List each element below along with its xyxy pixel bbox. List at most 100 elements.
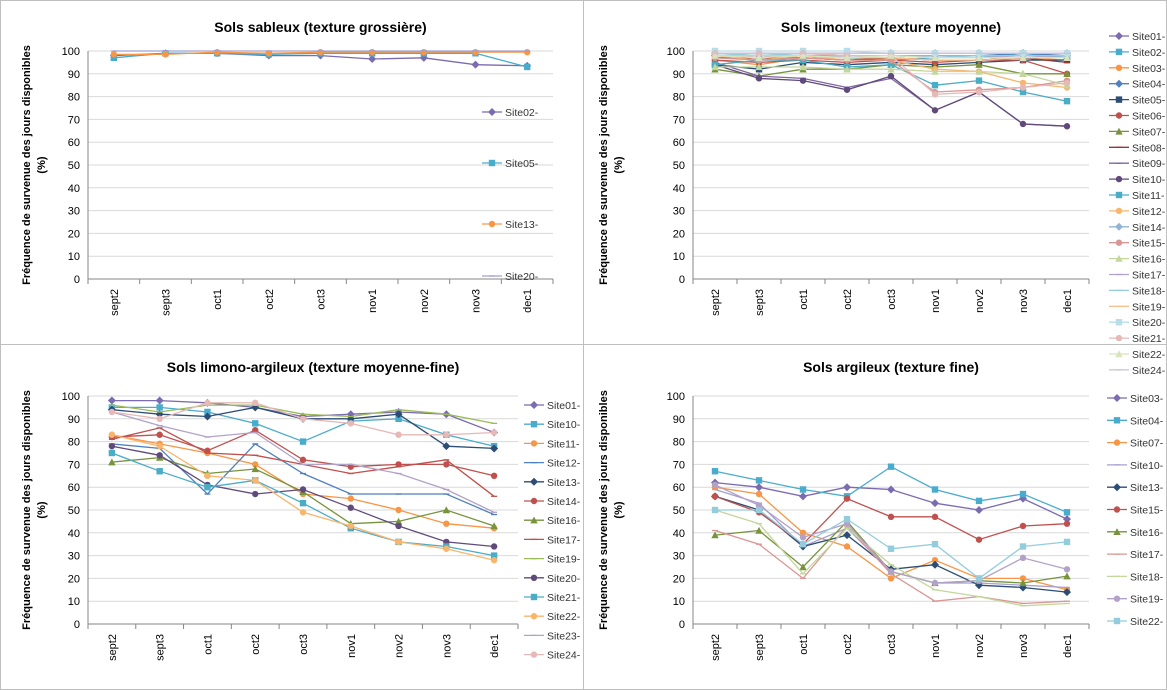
data-point (931, 82, 939, 89)
data-point (931, 560, 939, 569)
data-point (711, 468, 719, 475)
data-point (395, 538, 402, 546)
x-tick-label: oct1 (798, 634, 810, 655)
x-tick-label: oct1 (212, 289, 224, 310)
data-point (1019, 522, 1027, 530)
legend-label: Site05- (1132, 95, 1166, 107)
data-point (799, 486, 807, 493)
series-site15 (711, 493, 1071, 548)
y-tick-label: 80 (673, 437, 685, 449)
legend-marker (1115, 127, 1123, 135)
data-point (252, 477, 259, 484)
series-site22 (711, 51, 1071, 62)
data-point (443, 461, 450, 468)
x-tick-label: oct2 (842, 289, 854, 310)
data-point (443, 545, 450, 552)
data-point (443, 520, 450, 527)
legend-label: Site20- (1132, 317, 1166, 329)
chart-panel-4: Sols argileux (texture fine) 0 10 20 30 40 50 6… (598, 359, 1164, 661)
series-site21 (108, 449, 498, 559)
data-point (523, 63, 531, 71)
data-point (843, 65, 851, 73)
legend-item: Site20- (482, 271, 539, 283)
legend-item: Site21- (524, 592, 581, 604)
data-point (204, 399, 211, 407)
chart-panel-1: Sols sableux (texture grossière) 0 10 20 30 4… (21, 19, 554, 316)
data-point (711, 531, 719, 539)
data-point (110, 54, 118, 62)
legend-item: Site09- (1109, 158, 1166, 170)
x-tick-label: nov3 (1018, 289, 1030, 313)
data-point (265, 50, 273, 57)
data-point (799, 563, 807, 571)
legend-item: Site07- (1109, 126, 1166, 138)
y-tick-label: 40 (673, 183, 685, 195)
legend-label: Site07- (1130, 438, 1164, 450)
data-point (975, 536, 983, 543)
data-point (1063, 588, 1071, 597)
legend-item: Site12- (1109, 206, 1166, 218)
data-point (887, 545, 895, 552)
legend-label: Site23- (547, 630, 581, 642)
y-tick-label: 10 (673, 251, 685, 263)
data-point (395, 522, 402, 530)
data-point (213, 48, 221, 56)
x-tick-label: nov3 (1018, 634, 1030, 658)
data-point (490, 543, 498, 550)
data-point (156, 442, 163, 450)
data-point (110, 51, 118, 58)
data-point (887, 568, 895, 575)
data-point (299, 509, 307, 516)
data-point (1063, 54, 1071, 62)
x-tick-label: oct3 (886, 289, 898, 310)
legend-item: Site04- (1109, 79, 1166, 91)
x-tick-label: nov3 (441, 634, 453, 658)
legend-label: Site09- (1132, 158, 1166, 170)
data-point (975, 497, 983, 505)
data-point (252, 399, 259, 407)
data-point (755, 63, 763, 71)
data-point (395, 415, 402, 422)
data-point (887, 575, 895, 582)
data-point (1019, 575, 1027, 582)
legend-marker (1113, 483, 1121, 492)
data-point (395, 506, 402, 514)
y-tick-label: 100 (667, 391, 685, 403)
legend-marker (1115, 222, 1123, 231)
legend-label: Site17- (547, 534, 581, 546)
legend-label: Site02- (505, 107, 539, 119)
legend-item: Site20- (524, 573, 581, 585)
x-tick-label: nov2 (974, 289, 986, 313)
data-point (108, 408, 116, 416)
x-tick-label: nov2 (419, 289, 431, 313)
x-tick-label: oct1 (202, 634, 214, 655)
data-point (711, 506, 719, 514)
legend-label: Site17- (1130, 549, 1164, 561)
y-tick-label: 0 (679, 274, 685, 286)
legend-item: Site21- (1109, 333, 1166, 345)
x-tick-label: sept2 (710, 634, 722, 661)
x-tick-label: oct2 (250, 634, 262, 655)
data-point (975, 77, 983, 84)
legend-item: Site23- (524, 630, 581, 642)
data-point (472, 48, 479, 56)
data-point (299, 499, 307, 507)
data-point (711, 51, 719, 59)
x-tick-label: sept3 (754, 289, 766, 316)
y-tick-label: 60 (673, 137, 685, 149)
legend-label: Site12- (547, 458, 581, 470)
legend-label: Site18- (1132, 285, 1166, 297)
legend-marker (530, 574, 538, 581)
y-tick-label: 100 (667, 46, 685, 58)
chart-panel-3: Sols limono-argileux (texture moyenne-fi… (21, 359, 581, 662)
data-point (799, 51, 807, 59)
y-axis-label: Fréquence de survenue des jours disponib… (598, 45, 625, 285)
data-point (490, 552, 498, 559)
data-point (843, 495, 851, 502)
data-point (347, 420, 354, 427)
y-tick-label: 50 (673, 505, 685, 517)
y-tick-label: 50 (673, 160, 685, 172)
y-tick-label: 20 (673, 573, 685, 585)
data-point (490, 472, 498, 479)
legend-marker (1113, 506, 1121, 513)
